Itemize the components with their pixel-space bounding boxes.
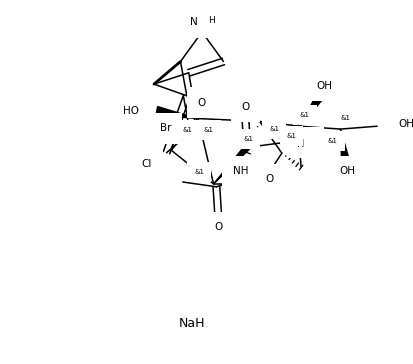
Text: HO: HO <box>123 106 140 116</box>
Text: H: H <box>297 139 305 149</box>
Text: &1: &1 <box>328 138 338 144</box>
Text: &1: &1 <box>194 169 204 175</box>
Text: OH: OH <box>316 81 332 91</box>
Text: N: N <box>190 17 198 27</box>
Text: O: O <box>197 98 205 108</box>
Text: Br: Br <box>160 123 172 133</box>
Polygon shape <box>214 145 249 184</box>
Text: &1: &1 <box>204 127 214 133</box>
Text: OH: OH <box>297 138 313 147</box>
Text: OH: OH <box>339 166 355 177</box>
Text: Cl: Cl <box>142 159 152 169</box>
Polygon shape <box>300 95 323 126</box>
Text: H: H <box>208 16 215 25</box>
Text: &1: &1 <box>269 126 279 132</box>
Text: &1: &1 <box>243 136 253 142</box>
Polygon shape <box>340 129 349 161</box>
Text: NH: NH <box>233 166 248 177</box>
Text: &1: &1 <box>340 115 350 120</box>
Polygon shape <box>156 107 197 119</box>
Text: O: O <box>241 102 249 112</box>
Text: O: O <box>214 222 223 232</box>
Text: NaH: NaH <box>179 317 206 330</box>
Text: &1: &1 <box>300 112 310 118</box>
Text: &1: &1 <box>183 127 192 133</box>
Text: O: O <box>265 174 273 184</box>
Text: OH: OH <box>398 119 413 129</box>
Text: &1: &1 <box>287 133 297 139</box>
